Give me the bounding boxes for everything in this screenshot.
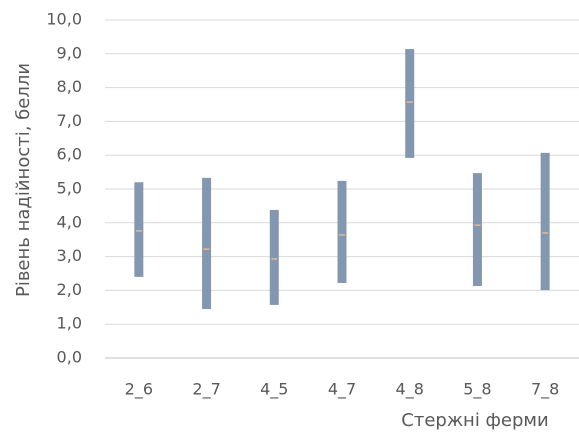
- range-bar: [134, 182, 144, 277]
- y-tick-label: 9,0: [57, 43, 82, 62]
- y-tick-label: 2,0: [57, 280, 82, 299]
- x-tick-label: 4_5: [260, 380, 288, 400]
- y-tick-label: 0,0: [57, 348, 82, 367]
- x-tick-label: 2_7: [192, 380, 220, 400]
- range-bar: [405, 49, 415, 158]
- y-tick-label: 8,0: [57, 77, 82, 96]
- y-tick-label: 3,0: [57, 246, 82, 265]
- y-tick-label: 5,0: [57, 179, 82, 198]
- range-bar: [540, 152, 550, 291]
- range-bar: [337, 180, 347, 283]
- x-tick-label: 4_7: [328, 380, 356, 400]
- y-axis-title: Рівень надійності, белли: [13, 63, 34, 297]
- y-tick-label: 7,0: [57, 111, 82, 130]
- x-tick-label: 4_8: [396, 380, 424, 400]
- y-tick-label: 4,0: [57, 212, 82, 231]
- x-tick-label: 7_8: [531, 380, 559, 400]
- range-bar: [202, 177, 212, 309]
- y-tick-label: 1,0: [57, 314, 82, 333]
- x-tick-label: 2_6: [125, 380, 153, 400]
- x-tick-label: 5_8: [463, 380, 491, 400]
- y-tick-label: 6,0: [57, 145, 82, 164]
- y-tick-label: 10,0: [46, 10, 82, 29]
- range-bar: [472, 173, 482, 287]
- range-bar: [269, 209, 279, 305]
- x-axis-title: Стержні ферми: [401, 410, 548, 431]
